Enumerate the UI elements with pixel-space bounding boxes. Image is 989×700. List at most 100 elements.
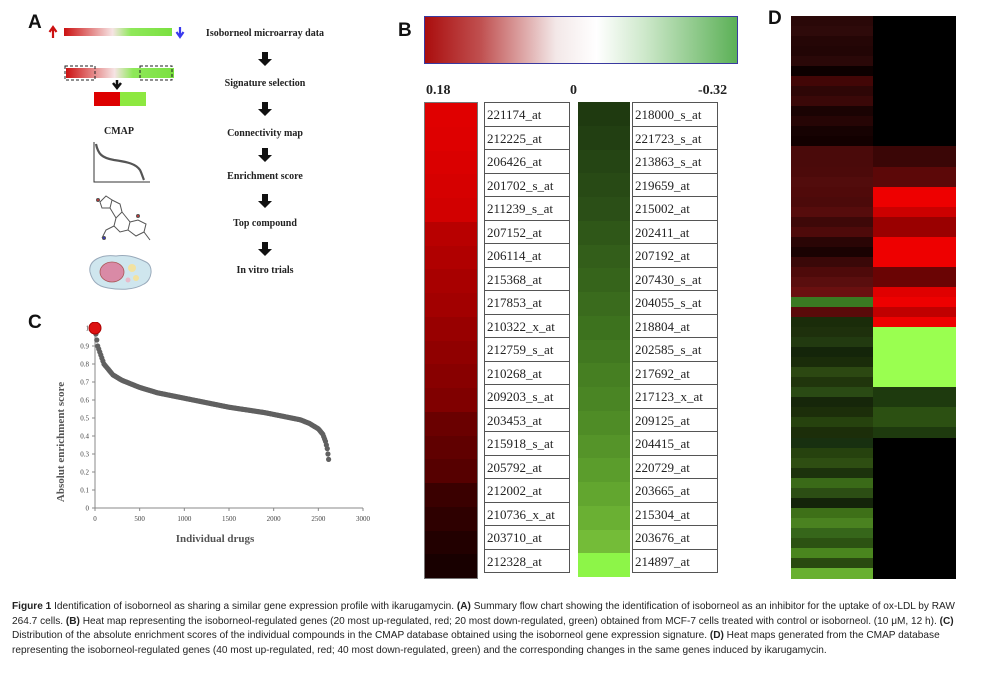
ikarugamycin-heatmap-cell xyxy=(873,297,956,308)
up-heatmap-cell xyxy=(425,316,477,341)
probe-id: 203453_at xyxy=(485,409,569,432)
probe-id: 217123_x_at xyxy=(633,385,717,409)
ikarugamycin-heatmap-cell xyxy=(873,186,956,198)
panel-c-enrichment-chart: 0 500 1000 1500 2000 2500 3000 0 0.1 0.2 0.3 0.4 0.5… xyxy=(55,322,371,545)
isoborneol-heatmap-cell xyxy=(791,387,873,398)
y-tick-label: 0.9 xyxy=(80,343,89,351)
data-point xyxy=(325,451,331,457)
up-heatmap-cell xyxy=(425,388,477,412)
ikarugamycin-heatmap-cell xyxy=(873,457,956,469)
cmap-label: CMAP xyxy=(104,126,134,137)
x-tick-label: 3000 xyxy=(356,515,371,523)
isoborneol-heatmap-cell xyxy=(791,186,873,198)
ikarugamycin-heatmap-cell xyxy=(873,76,956,87)
probe-id: 215002_at xyxy=(633,197,717,221)
probe-id: 209203_s_at xyxy=(485,385,569,409)
panel-d-label: D xyxy=(768,8,782,29)
flow-step-top-compound: Top compound xyxy=(233,218,297,229)
ikarugamycin-heatmap-cell xyxy=(873,156,956,168)
isoborneol-heatmap-cell xyxy=(791,206,873,218)
up-heatmap-cell xyxy=(425,530,477,555)
data-point xyxy=(326,456,332,462)
y-tick-label: 0.4 xyxy=(80,433,89,441)
flow-arrow-icon xyxy=(258,194,272,208)
ikarugamycin-heatmap-cell xyxy=(873,517,956,529)
probe-id: 212002_at xyxy=(485,479,569,503)
ikarugamycin-heatmap-cell xyxy=(873,537,956,549)
up-heatmap-cell xyxy=(425,435,477,460)
probe-id: 207152_at xyxy=(485,221,569,244)
down-heatmap-cell xyxy=(578,315,630,340)
scale-min-label: -0.32 xyxy=(698,83,728,98)
probe-id: 215304_at xyxy=(633,503,717,526)
mini-enrichment-curve-icon xyxy=(93,142,150,183)
molecule-structure-icon xyxy=(96,195,151,241)
ikarugamycin-heatmap-cell xyxy=(873,467,956,479)
isoborneol-heatmap-cell xyxy=(791,276,873,288)
expression-gradient xyxy=(64,28,172,36)
isoborneol-heatmap-cell xyxy=(791,517,873,529)
ikarugamycin-heatmap-cell xyxy=(873,567,956,579)
y-tick-label: 0.5 xyxy=(80,415,89,423)
ikarugamycin-heatmap-cell xyxy=(873,557,956,569)
probe-id: 206426_at xyxy=(485,150,569,174)
y-tick-label: 0.8 xyxy=(80,361,89,369)
probe-id: 220729_at xyxy=(633,456,717,479)
x-tick-label: 500 xyxy=(134,515,145,523)
probe-id: 209125_at xyxy=(633,409,717,432)
isoborneol-heatmap-cell xyxy=(791,166,873,178)
up-heatmap-cell xyxy=(425,506,477,531)
up-heatmap-cell xyxy=(425,221,477,246)
isoborneol-heatmap-cell xyxy=(791,487,873,499)
up-heatmap-cell xyxy=(425,459,477,483)
flow-step-in-vitro: In vitro trials xyxy=(236,265,294,276)
isoborneol-heatmap-cell xyxy=(791,146,873,158)
probe-id: 204415_at xyxy=(633,432,717,456)
up-regulated-color-column xyxy=(424,102,478,579)
down-signature-block xyxy=(120,92,146,106)
down-heatmap-cell xyxy=(578,220,630,245)
panel-a-label: A xyxy=(28,12,42,33)
ikarugamycin-heatmap-cell xyxy=(873,286,956,298)
y-axis-label: Absolut enrichment score xyxy=(55,382,67,502)
probe-id: 213863_s_at xyxy=(633,150,717,174)
probe-id: 210736_x_at xyxy=(485,503,569,526)
down-regulated-probe-list: 218000_s_at 221723_s_at 213863_s_at 219659_… xyxy=(632,102,718,573)
up-signature-block xyxy=(94,92,120,106)
up-heatmap-cell xyxy=(425,198,477,222)
probe-id: 207430_s_at xyxy=(633,268,717,291)
isoborneol-heatmap-cell xyxy=(791,16,873,27)
isoborneol-heatmap-cell xyxy=(791,367,873,378)
x-axis-label: Individual drugs xyxy=(176,533,255,545)
ikarugamycin-heatmap-cell xyxy=(873,146,956,158)
isoborneol-heatmap-cell xyxy=(791,136,873,148)
isoborneol-heatmap-cell xyxy=(791,286,873,298)
down-heatmap-cell xyxy=(578,529,630,554)
isoborneol-heatmap-cell xyxy=(791,437,873,449)
isoborneol-heatmap-cell xyxy=(791,327,873,338)
down-heatmap-cell xyxy=(578,268,630,292)
down-heatmap-cell xyxy=(578,387,630,411)
x-tick-label: 1000 xyxy=(177,515,192,523)
ikarugamycin-heatmap-cell xyxy=(873,276,956,288)
isoborneol-heatmap-cell xyxy=(791,86,873,97)
down-heatmap-cell xyxy=(578,173,630,197)
flow-arrow-icon xyxy=(258,102,272,116)
ikarugamycin-heatmap-cell xyxy=(873,547,956,559)
ikarugamycin-heatmap-cell xyxy=(873,266,956,278)
up-heatmap-cell xyxy=(425,150,477,175)
isoborneol-heatmap-cell xyxy=(791,407,873,419)
ikarugamycin-heatmap-cell xyxy=(873,236,956,248)
y-tick-label: 0.2 xyxy=(80,469,89,477)
caption-ref-b: (B) xyxy=(65,615,80,627)
panel-d-heatmap xyxy=(791,16,956,579)
probe-id: 205792_at xyxy=(485,456,569,479)
up-heatmap-cell xyxy=(425,364,477,388)
ikarugamycin-heatmap-cell xyxy=(873,397,956,408)
down-heatmap-cell xyxy=(578,292,630,316)
isoborneol-heatmap-cell xyxy=(791,176,873,188)
flow-step-connectivity: Connectivity map xyxy=(227,128,303,139)
isoborneol-heatmap-cell xyxy=(791,467,873,479)
probe-id: 212328_at xyxy=(485,550,569,573)
ikarugamycin-heatmap-cell xyxy=(873,136,956,148)
